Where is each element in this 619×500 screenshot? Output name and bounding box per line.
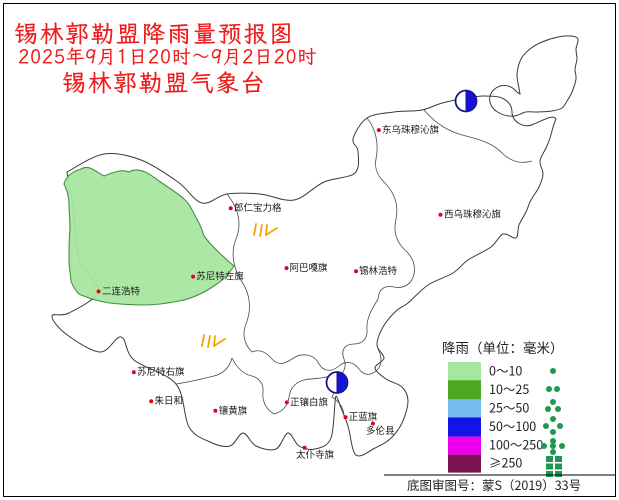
svg-text:苏尼特左旗: 苏尼特左旗 [196, 269, 244, 283]
svg-text:苏尼特右旗: 苏尼特右旗 [137, 364, 185, 378]
svg-text:50～100: 50～100 [489, 416, 536, 435]
svg-text:朱日和: 朱日和 [155, 393, 184, 407]
svg-text:25～50: 25～50 [489, 398, 529, 417]
svg-text:郎仁宝力格: 郎仁宝力格 [234, 200, 282, 214]
svg-text:二连浩特: 二连浩特 [102, 284, 141, 298]
svg-text:锡林浩特: 锡林浩特 [359, 263, 398, 277]
svg-text:西乌珠穆沁旗: 西乌珠穆沁旗 [444, 207, 502, 221]
svg-text:太仆寺旗: 太仆寺旗 [296, 447, 335, 461]
svg-text:多伦县: 多伦县 [366, 423, 395, 437]
svg-text:10～25: 10～25 [489, 379, 529, 398]
svg-text:0～10: 0～10 [489, 361, 522, 380]
svg-text:底图审图号：蒙S（2019）33号: 底图审图号：蒙S（2019）33号 [407, 475, 581, 494]
svg-text:降雨（单位：毫米）: 降雨（单位：毫米） [442, 337, 564, 357]
svg-text:≥250: ≥250 [489, 453, 522, 472]
svg-text:阿巴嘎旗: 阿巴嘎旗 [290, 260, 329, 274]
svg-text:正蓝旗: 正蓝旗 [349, 409, 378, 423]
svg-text:100～250: 100～250 [489, 435, 543, 454]
svg-text:东乌珠穆沁旗: 东乌珠穆沁旗 [382, 122, 440, 136]
svg-text:镶黄旗: 镶黄旗 [219, 403, 248, 417]
svg-text:正镶白旗: 正镶白旗 [290, 394, 329, 408]
